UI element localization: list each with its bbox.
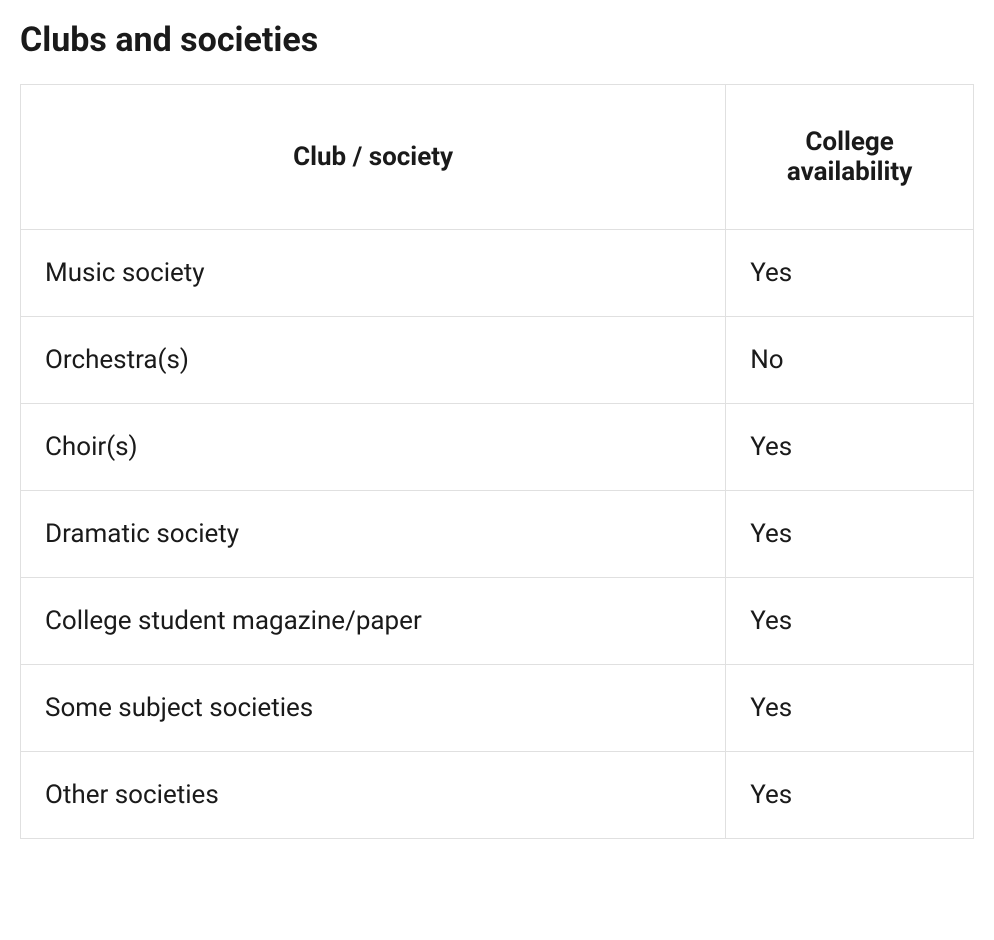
table-row: Music society Yes — [21, 230, 974, 317]
column-header-availability: College availability — [726, 85, 974, 230]
club-name-cell: College student magazine/paper — [21, 578, 726, 665]
table-row: Orchestra(s) No — [21, 317, 974, 404]
club-name-cell: Some subject societies — [21, 665, 726, 752]
table-row: Some subject societies Yes — [21, 665, 974, 752]
club-name-cell: Other societies — [21, 752, 726, 839]
availability-cell: Yes — [726, 752, 974, 839]
clubs-table: Club / society College availability Musi… — [20, 84, 974, 839]
table-row: Dramatic society Yes — [21, 491, 974, 578]
table-header-row: Club / society College availability — [21, 85, 974, 230]
availability-cell: Yes — [726, 578, 974, 665]
availability-cell: Yes — [726, 230, 974, 317]
availability-cell: Yes — [726, 404, 974, 491]
availability-cell: No — [726, 317, 974, 404]
table-row: College student magazine/paper Yes — [21, 578, 974, 665]
availability-cell: Yes — [726, 665, 974, 752]
availability-cell: Yes — [726, 491, 974, 578]
section-title: Clubs and societies — [20, 20, 974, 60]
club-name-cell: Dramatic society — [21, 491, 726, 578]
club-name-cell: Music society — [21, 230, 726, 317]
club-name-cell: Choir(s) — [21, 404, 726, 491]
table-row: Other societies Yes — [21, 752, 974, 839]
column-header-club: Club / society — [21, 85, 726, 230]
club-name-cell: Orchestra(s) — [21, 317, 726, 404]
table-row: Choir(s) Yes — [21, 404, 974, 491]
